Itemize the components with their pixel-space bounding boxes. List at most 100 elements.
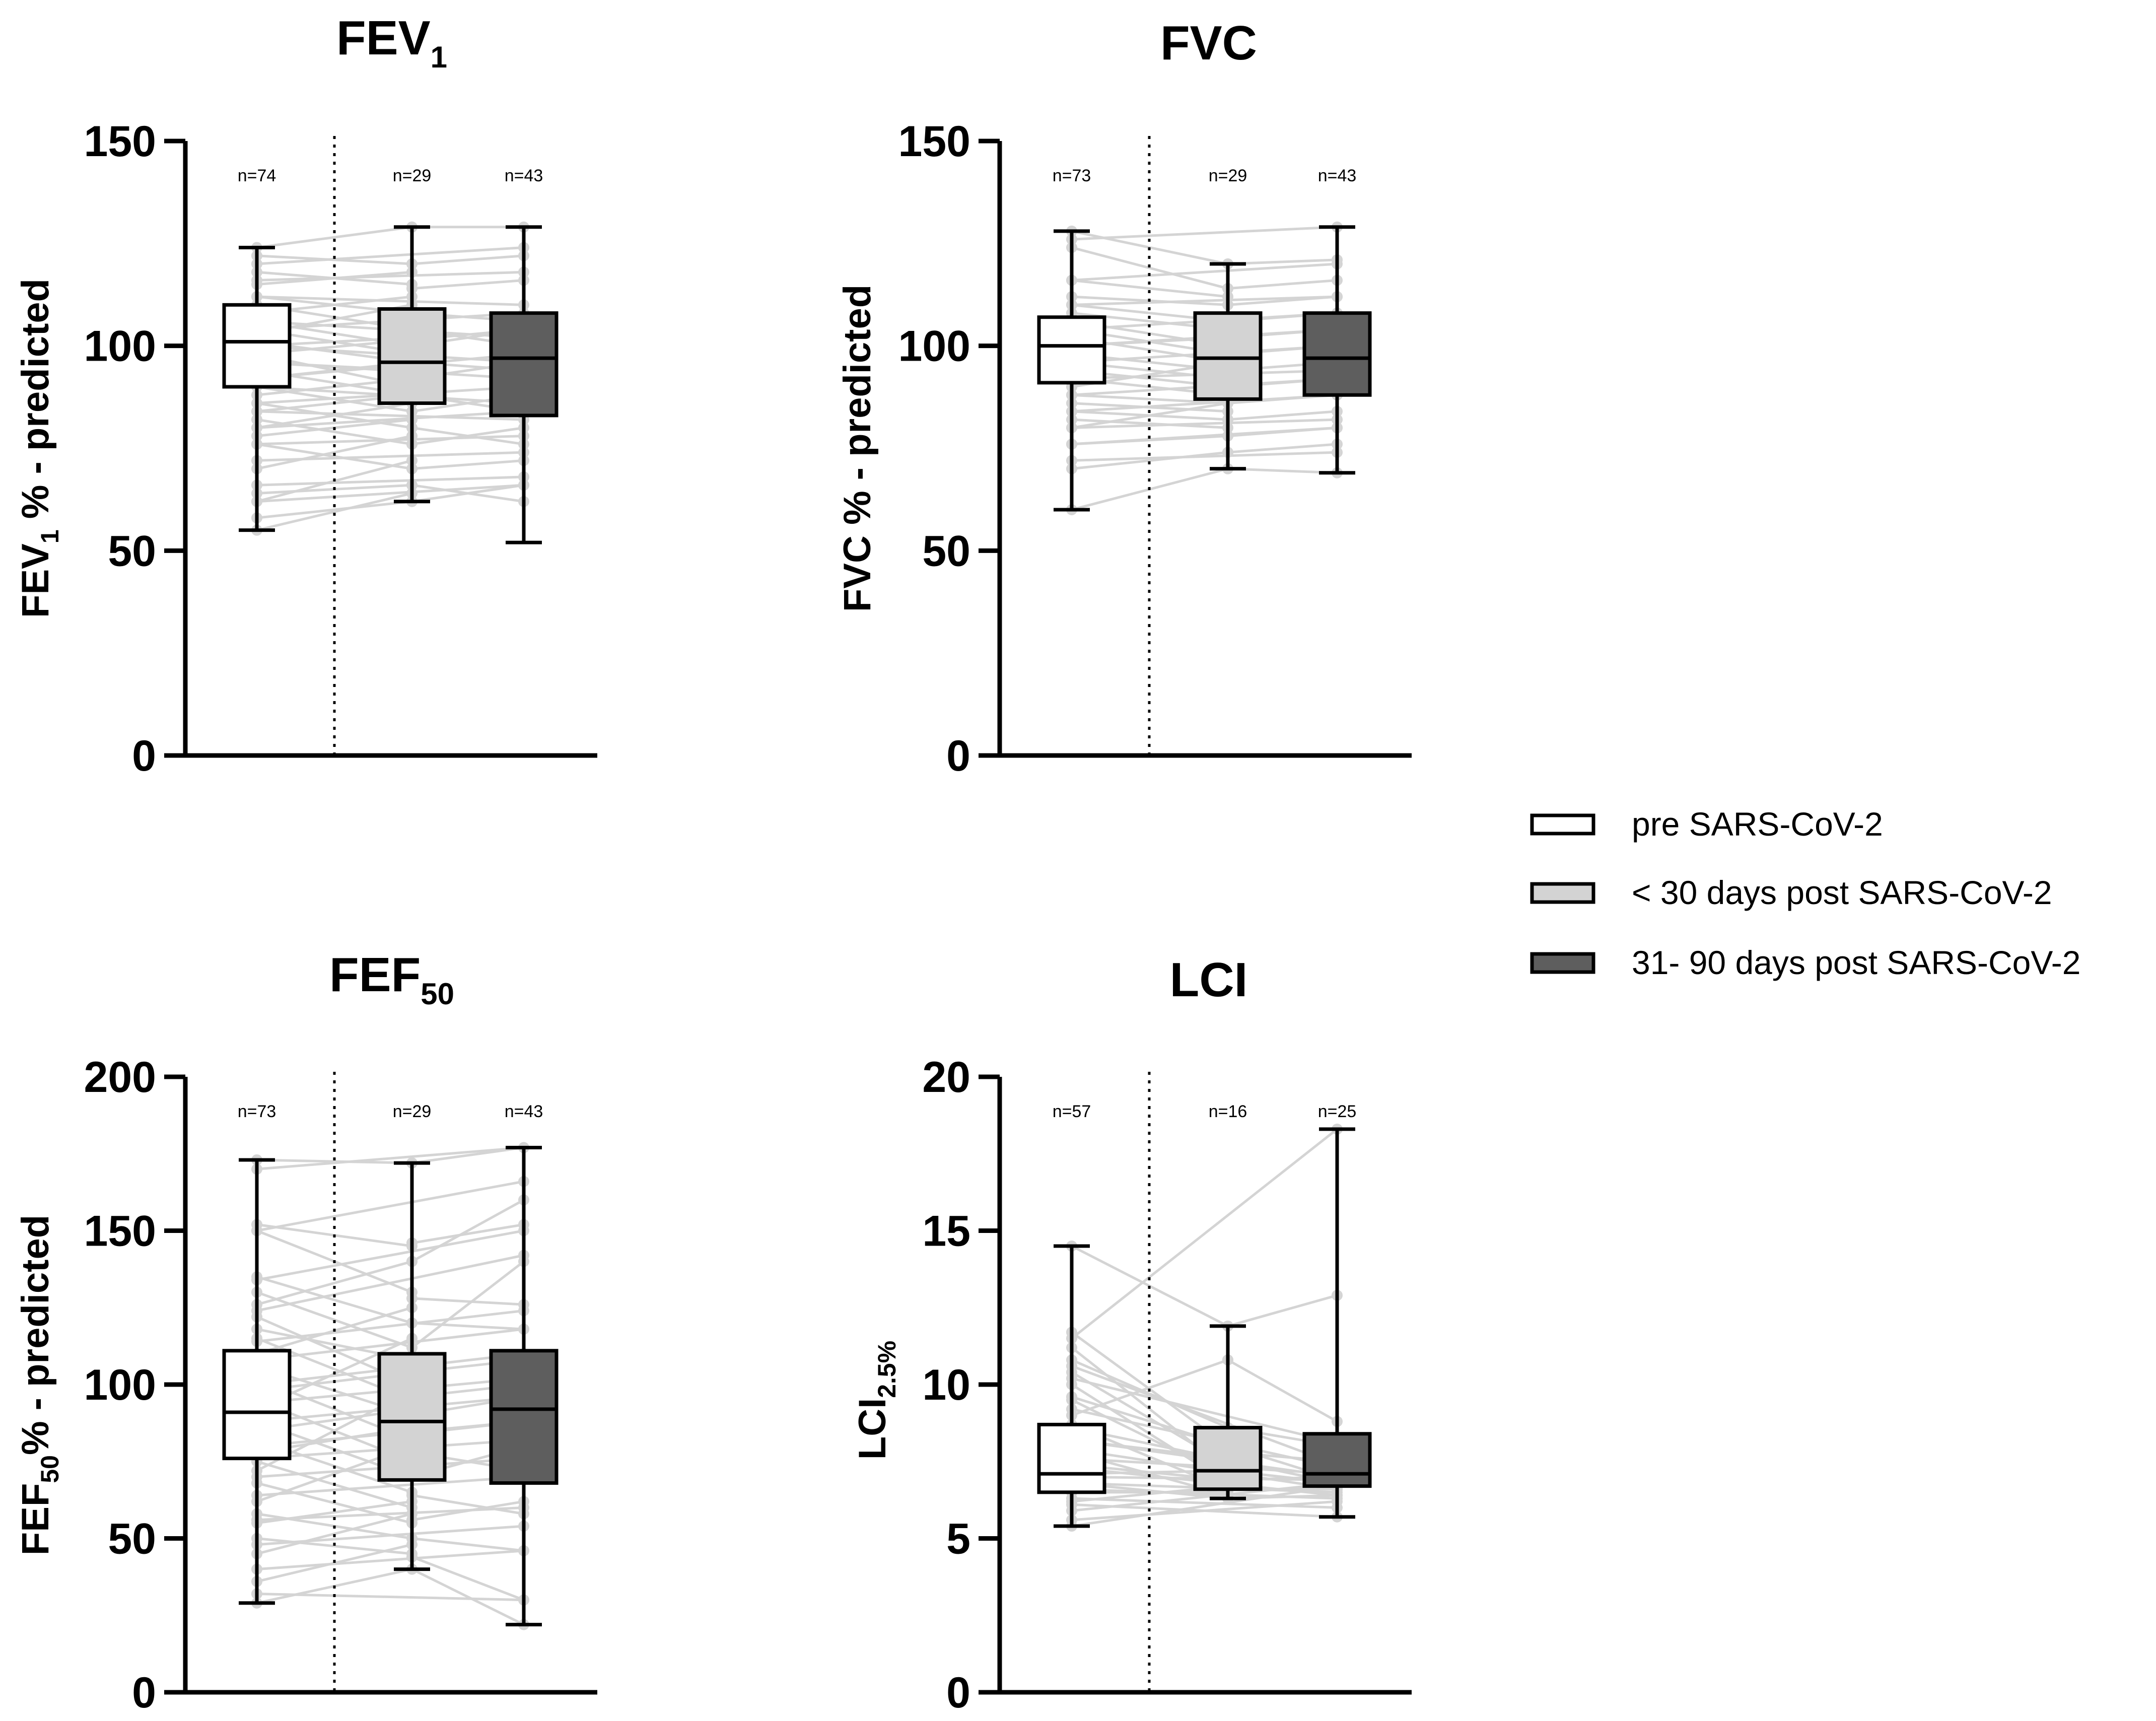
y-tick-label: 0 bbox=[132, 1669, 156, 1717]
paired-line-lt30-31-90 bbox=[1227, 443, 1338, 454]
boxplot-group-2: n=29 bbox=[377, 166, 447, 504]
panel-title-main: LCI bbox=[1170, 953, 1248, 1007]
box-iqr bbox=[1302, 1432, 1372, 1488]
legend-item-3: 31- 90 days post SARS-CoV-2 bbox=[1530, 944, 2080, 981]
paired-line-pre-31-90 bbox=[1071, 1364, 1338, 1466]
y-tick-label: 0 bbox=[946, 1669, 970, 1717]
paired-line-pre-lt30 bbox=[1071, 393, 1228, 405]
paired-line-pre-31-90 bbox=[1071, 226, 1338, 241]
paired-line-pre-31-90 bbox=[256, 410, 524, 421]
paired-line-lt30-31-90 bbox=[1227, 1358, 1338, 1423]
paired-line-lt30-31-90 bbox=[1227, 1494, 1338, 1500]
paired-line-lt30-31-90 bbox=[411, 1555, 524, 1602]
y-tick-label: 150 bbox=[898, 117, 971, 166]
paired-line-lt30-31-90 bbox=[411, 1199, 525, 1263]
paired-line-pre-31-90 bbox=[1071, 1500, 1338, 1522]
y-tick-label: 0 bbox=[132, 732, 156, 780]
legend-swatch bbox=[1530, 813, 1595, 836]
y-axis-label: FEF50% - predicted bbox=[14, 1215, 64, 1555]
panel-title: FVC bbox=[1160, 16, 1257, 70]
y-tick-label: 5 bbox=[946, 1515, 970, 1563]
sample-size-label: n=29 bbox=[393, 166, 432, 185]
panel-title-subscript: 50 bbox=[421, 977, 454, 1011]
paired-line-pre-31-90 bbox=[256, 1229, 524, 1281]
paired-line-pre-lt30 bbox=[256, 492, 412, 532]
paired-line-pre-31-90 bbox=[1071, 418, 1338, 429]
paired-line-pre-lt30 bbox=[256, 1158, 412, 1164]
y-axis-label-rest: % - predicted bbox=[14, 279, 57, 529]
paired-line-pre-lt30 bbox=[256, 1512, 412, 1555]
sample-size-label: n=43 bbox=[505, 1102, 543, 1121]
paired-line-pre-lt30 bbox=[256, 1482, 412, 1525]
panel-title-main: FVC bbox=[1160, 16, 1257, 70]
y-axis-label: FVC % - predicted bbox=[836, 285, 879, 612]
box-iqr bbox=[1037, 315, 1106, 385]
paired-line-pre-lt30 bbox=[256, 500, 412, 519]
paired-line-pre-31-90 bbox=[1071, 1482, 1338, 1512]
y-tick-label: 150 bbox=[84, 1207, 157, 1256]
paired-line-lt30-31-90 bbox=[1227, 279, 1338, 290]
paired-line-pre-31-90 bbox=[1071, 1497, 1338, 1509]
box-iqr bbox=[489, 311, 559, 418]
panel-fvc: FVC FVC % - predicted n=73 n=29 n=43 0 50 100 15… bbox=[836, 16, 1412, 780]
paired-line-pre-31-90 bbox=[256, 1592, 524, 1602]
sample-size-label: n=73 bbox=[238, 1102, 276, 1121]
legend-swatch bbox=[1530, 882, 1595, 904]
y-axis-label-main: FVC % - predicted bbox=[836, 285, 879, 612]
paired-line-pre-lt30 bbox=[1071, 402, 1228, 429]
boxplot-group-1: n=73 bbox=[222, 1102, 292, 1605]
paired-line-pre-lt30 bbox=[256, 1291, 412, 1349]
sample-size-label: n=57 bbox=[1053, 1102, 1091, 1121]
y-tick-label: 15 bbox=[922, 1207, 970, 1256]
paired-line-lt30-31-90 bbox=[411, 1297, 524, 1306]
paired-line-lt30-31-90 bbox=[411, 1537, 524, 1552]
paired-line-pre-31-90 bbox=[256, 475, 524, 487]
panel-title: FEV1 bbox=[336, 11, 447, 74]
paired-line-lt30-31-90 bbox=[411, 426, 524, 446]
paired-line-pre-31-90 bbox=[256, 1309, 524, 1343]
y-tick-label: 50 bbox=[108, 527, 156, 575]
paired-line-lt30-31-90 bbox=[1227, 426, 1338, 438]
paired-line-lt30-31-90 bbox=[1227, 258, 1338, 265]
paired-line-pre-lt30 bbox=[1071, 246, 1228, 290]
paired-line-lt30-31-90 bbox=[411, 1223, 524, 1245]
y-tick-label: 200 bbox=[84, 1053, 157, 1102]
panel-title-main: FEF bbox=[329, 948, 421, 1002]
paired-line-pre-31-90 bbox=[256, 1549, 524, 1571]
y-axis-label-subscript: 2.5% bbox=[873, 1341, 901, 1398]
paired-line-lt30-31-90 bbox=[411, 484, 524, 503]
paired-line-pre-31-90 bbox=[1071, 1128, 1338, 1340]
y-tick-label: 0 bbox=[946, 732, 970, 780]
sample-size-label: n=43 bbox=[505, 166, 543, 185]
paired-line-lt30-31-90 bbox=[411, 279, 524, 290]
y-axis-label-main: FEV bbox=[14, 543, 57, 618]
paired-line-lt30-31-90 bbox=[1227, 1294, 1338, 1328]
legend-label: pre SARS-CoV-2 bbox=[1632, 805, 1883, 843]
legend-item-2: < 30 days post SARS-CoV-2 bbox=[1530, 874, 2052, 911]
boxplot-group-1: n=74 bbox=[222, 166, 292, 532]
sample-size-label: n=16 bbox=[1209, 1102, 1247, 1121]
box-iqr bbox=[377, 307, 447, 405]
paired-line-lt30-31-90 bbox=[411, 1568, 525, 1626]
paired-line-pre-31-90 bbox=[1071, 451, 1338, 462]
boxplot-group-3: n=43 bbox=[1302, 166, 1372, 475]
box-iqr bbox=[1193, 311, 1263, 401]
sample-size-label: n=73 bbox=[1053, 166, 1091, 185]
paired-line-pre-31-90 bbox=[256, 246, 524, 265]
y-axis-label-main: FEF bbox=[14, 1483, 57, 1556]
boxplot-group-1: n=73 bbox=[1037, 166, 1106, 512]
paired-line-pre-lt30 bbox=[256, 402, 412, 429]
y-axis-label-subscript: 50 bbox=[36, 1455, 64, 1483]
paired-line-pre-lt30 bbox=[1071, 279, 1228, 298]
box-iqr bbox=[1037, 1422, 1106, 1494]
paired-line-pre-31-90 bbox=[256, 1146, 524, 1171]
y-axis-label: FEV1 % - predicted bbox=[14, 279, 64, 618]
paired-line-lt30-31-90 bbox=[411, 1322, 524, 1331]
paired-line-pre-31-90 bbox=[256, 1328, 524, 1361]
paired-line-pre-31-90 bbox=[1071, 295, 1338, 306]
panel-title-main: FEV bbox=[336, 11, 431, 65]
paired-line-lt30-31-90 bbox=[411, 1500, 524, 1522]
